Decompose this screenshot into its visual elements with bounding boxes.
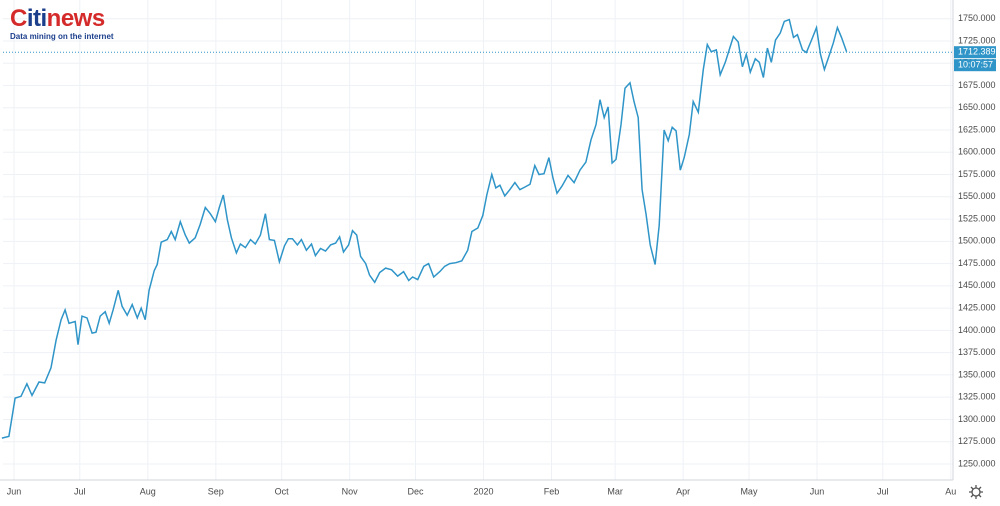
x-tick-label: Apr — [676, 486, 690, 496]
y-tick-label: 1575.000 — [958, 169, 996, 179]
y-tick-label: 1450.000 — [958, 280, 996, 290]
last-price-label: 1712.389 — [958, 47, 996, 57]
y-tick-label: 1400.000 — [958, 325, 996, 335]
x-tick-label: Oct — [275, 486, 290, 496]
y-tick-label: 1375.000 — [958, 347, 996, 357]
y-tick-label: 1325.000 — [958, 392, 996, 402]
y-tick-label: 1675.000 — [958, 80, 996, 90]
x-tick-label: Jun — [810, 486, 825, 496]
x-tick-label: Nov — [342, 486, 359, 496]
countdown-label: 10:07:57 — [958, 60, 993, 70]
x-tick-label: Au — [945, 486, 956, 496]
y-tick-label: 1750.000 — [958, 13, 996, 23]
y-tick-label: 1300.000 — [958, 414, 996, 424]
x-tick-label: Feb — [544, 486, 560, 496]
y-tick-label: 1250.000 — [958, 458, 996, 468]
y-tick-label: 1600.000 — [958, 147, 996, 157]
y-tick-label: 1350.000 — [958, 369, 996, 379]
x-tick-label: Dec — [407, 486, 424, 496]
logo-tagline: Data mining on the internet — [10, 32, 114, 41]
x-tick-label: Jun — [7, 486, 22, 496]
logo-iti: iti — [26, 5, 47, 32]
logo-c: C — [10, 5, 27, 32]
last-price-box — [954, 46, 996, 59]
x-tick-label: Aug — [140, 486, 156, 496]
grid — [3, 0, 953, 480]
countdown-box — [954, 59, 996, 72]
y-tick-label: 1525.000 — [958, 213, 996, 223]
y-tick-label: 1425.000 — [958, 303, 996, 313]
y-tick-label: 1275.000 — [958, 436, 996, 446]
y-tick-label: 1550.000 — [958, 191, 996, 201]
logo-news: news — [46, 5, 106, 32]
x-tick-label: Mar — [607, 486, 623, 496]
y-tick-label: 1475.000 — [958, 258, 996, 268]
y-tick-label: 1650.000 — [958, 102, 996, 112]
x-tick-label: Sep — [208, 486, 224, 496]
logo-title: Citinews — [10, 6, 114, 32]
settings-icon[interactable] — [969, 485, 983, 499]
x-tick-label: Jul — [74, 486, 86, 496]
y-tick-label: 1625.000 — [958, 124, 996, 134]
price-line — [1, 18, 848, 439]
x-tick-label: 2020 — [473, 486, 493, 496]
y-tick-label: 1500.000 — [958, 236, 996, 246]
x-tick-label: Jul — [877, 486, 889, 496]
x-tick-label: May — [740, 486, 758, 496]
price-axis — [953, 0, 1000, 506]
logo: Citinews Data mining on the internet — [10, 6, 114, 42]
y-tick-label: 1725.000 — [958, 35, 996, 45]
